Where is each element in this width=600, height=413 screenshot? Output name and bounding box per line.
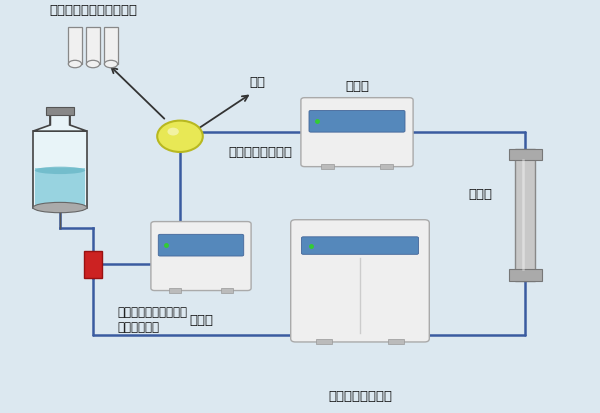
FancyBboxPatch shape	[309, 110, 405, 132]
Bar	[50, 110, 70, 131]
Text: 検出器: 検出器	[345, 80, 369, 93]
FancyBboxPatch shape	[301, 97, 413, 166]
FancyBboxPatch shape	[290, 220, 430, 342]
Bar	[515, 149, 535, 281]
Bar	[388, 339, 404, 344]
Text: 廃液: 廃液	[249, 76, 265, 89]
FancyBboxPatch shape	[301, 237, 419, 254]
Text: リサイクルインレット
切換ユニット: リサイクルインレット 切換ユニット	[117, 306, 187, 334]
Bar	[322, 164, 334, 169]
Bar	[509, 149, 542, 160]
Bar	[380, 164, 393, 169]
Text: フラクションコレクター: フラクションコレクター	[49, 4, 137, 17]
Bar	[104, 27, 118, 64]
Bar	[316, 339, 332, 344]
Circle shape	[167, 128, 179, 135]
Circle shape	[157, 121, 203, 152]
Bar	[35, 169, 85, 206]
Ellipse shape	[104, 60, 118, 68]
Bar	[86, 27, 100, 64]
Ellipse shape	[33, 202, 87, 213]
Ellipse shape	[35, 167, 85, 174]
Bar	[169, 288, 181, 293]
Bar	[221, 288, 233, 293]
Text: オートサンプラー: オートサンプラー	[328, 390, 392, 403]
FancyBboxPatch shape	[158, 234, 244, 256]
Bar	[509, 269, 542, 281]
Polygon shape	[33, 110, 87, 131]
Text: ポンプ: ポンプ	[189, 313, 213, 327]
Text: カラム: カラム	[468, 188, 492, 201]
Bar	[84, 251, 102, 278]
Text: リサイクルバルブ: リサイクルバルブ	[228, 146, 292, 159]
Ellipse shape	[68, 60, 82, 68]
Bar	[33, 131, 87, 208]
Bar	[68, 27, 82, 64]
Ellipse shape	[86, 60, 100, 68]
FancyBboxPatch shape	[151, 221, 251, 291]
Bar	[46, 107, 74, 114]
